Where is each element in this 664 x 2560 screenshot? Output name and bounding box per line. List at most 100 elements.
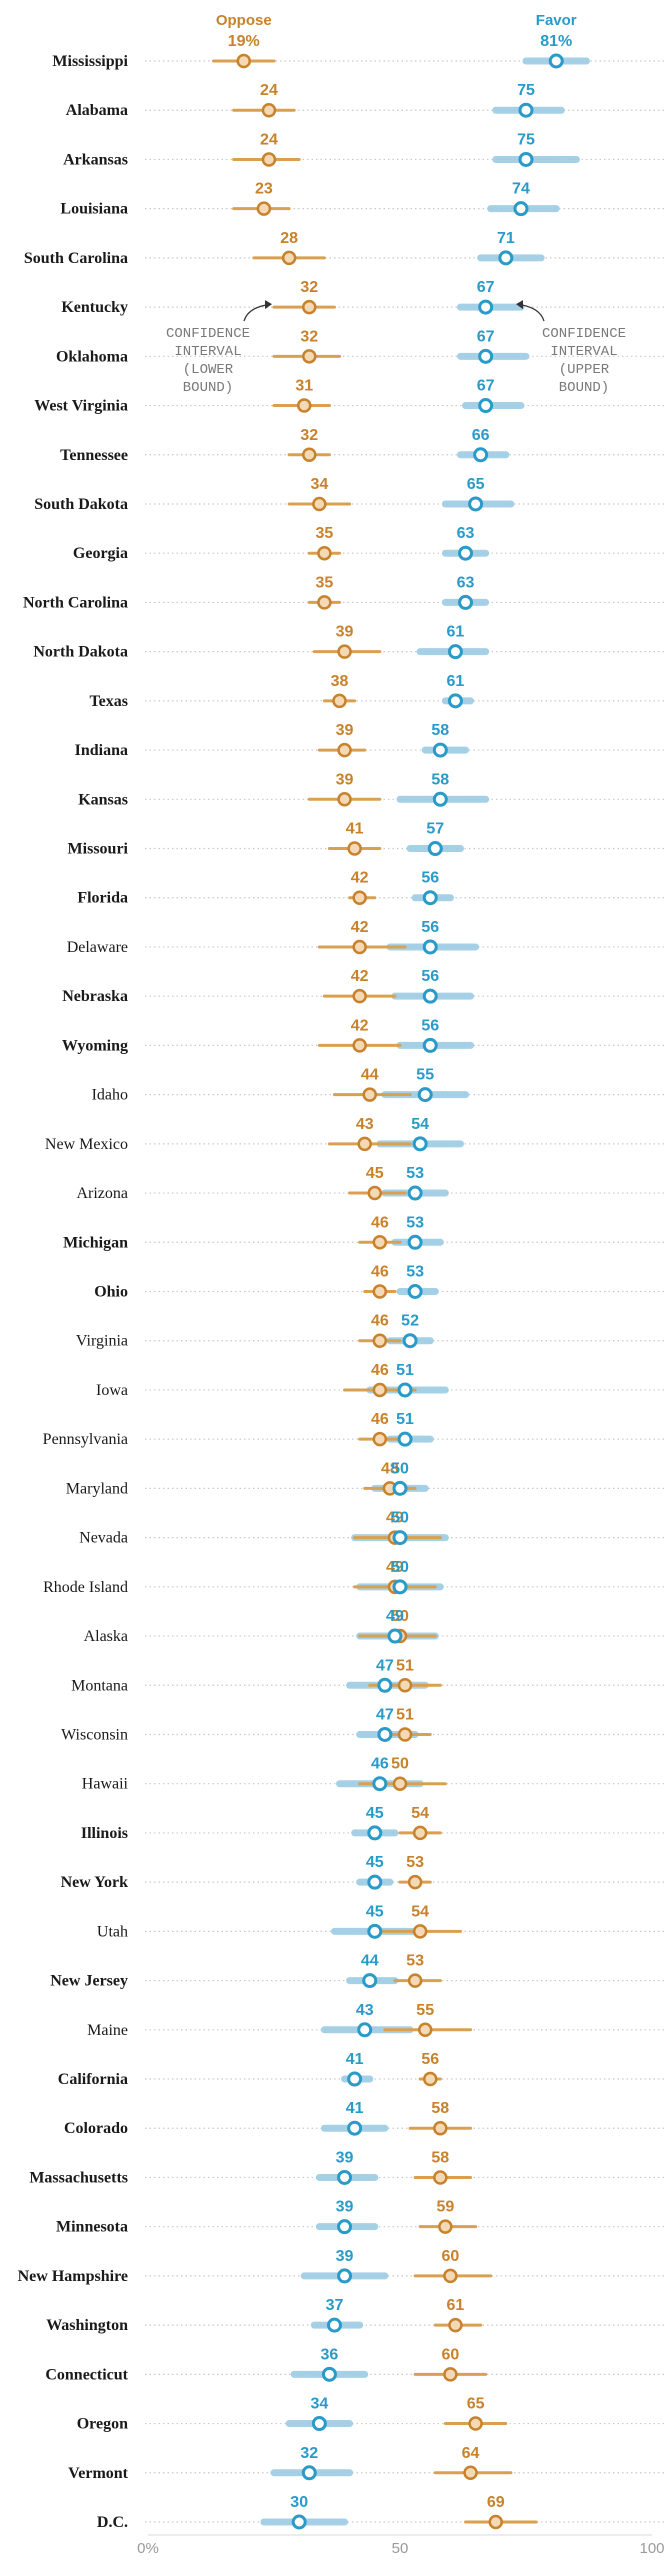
oppose-point-california bbox=[422, 2071, 438, 2087]
favor-point-idaho bbox=[417, 1087, 433, 1103]
favor-point-kentucky bbox=[478, 299, 494, 315]
favor-point-vermont bbox=[301, 2465, 317, 2481]
favor-value-vermont: 32 bbox=[300, 2445, 318, 2462]
favor-value-d-c: 30 bbox=[290, 2494, 308, 2511]
favor-point-utah bbox=[367, 1923, 383, 1939]
oppose-value-kansas: 39 bbox=[336, 771, 354, 788]
favor-value-iowa: 51 bbox=[396, 1362, 414, 1379]
ci-annotation-upper: BOUND) bbox=[559, 380, 609, 396]
state-label-georgia: Georgia bbox=[73, 545, 128, 562]
favor-value-north-dakota: 61 bbox=[447, 624, 465, 641]
favor-value-connecticut: 36 bbox=[321, 2346, 339, 2363]
favor-value-nebraska: 56 bbox=[421, 968, 439, 985]
favor-value-maryland: 50 bbox=[391, 1460, 409, 1477]
favor-value-new-york: 45 bbox=[366, 1854, 384, 1871]
oppose-value-indiana: 39 bbox=[336, 722, 354, 739]
state-label-hawaii: Hawaii bbox=[82, 1776, 129, 1793]
favor-point-colorado bbox=[347, 2120, 363, 2136]
state-label-west-virginia: West Virginia bbox=[34, 398, 128, 415]
oppose-value-mississippi: 19% bbox=[228, 33, 260, 50]
favor-value-illinois: 45 bbox=[366, 1805, 384, 1822]
oppose-value-d-c: 69 bbox=[487, 2494, 505, 2511]
oppose-point-washington bbox=[448, 2317, 463, 2333]
oppose-value-washington: 61 bbox=[447, 2297, 465, 2314]
state-label-colorado: Colorado bbox=[64, 2120, 128, 2137]
favor-value-missouri: 57 bbox=[426, 821, 444, 838]
favor-value-arizona: 53 bbox=[406, 1165, 424, 1182]
favor-point-indiana bbox=[432, 742, 448, 758]
oppose-point-maine bbox=[417, 2022, 433, 2038]
oppose-point-massachusetts bbox=[433, 2170, 448, 2185]
favor-point-north-dakota bbox=[447, 644, 463, 660]
state-label-florida: Florida bbox=[77, 890, 128, 907]
favor-value-alabama: 75 bbox=[517, 82, 535, 99]
favor-value-georgia: 63 bbox=[457, 525, 475, 542]
series-header-oppose: Oppose bbox=[216, 12, 272, 29]
favor-point-pennsylvania bbox=[397, 1431, 413, 1447]
oppose-value-florida: 42 bbox=[351, 870, 369, 887]
favor-point-oregon bbox=[311, 2416, 327, 2432]
state-label-iowa: Iowa bbox=[96, 1382, 128, 1399]
favor-value-wisconsin: 47 bbox=[376, 1706, 394, 1723]
oppose-point-mississippi bbox=[236, 53, 252, 69]
favor-point-rhode-island bbox=[392, 1579, 408, 1595]
favor-point-massachusetts bbox=[337, 2169, 353, 2185]
favor-point-california bbox=[347, 2071, 363, 2087]
ci-annotation-lower: (LOWER bbox=[183, 362, 234, 378]
oppose-value-new-york: 53 bbox=[406, 1854, 424, 1871]
oppose-value-pennsylvania: 46 bbox=[371, 1411, 389, 1428]
ci-annotation-upper: (UPPER bbox=[559, 362, 610, 378]
oppose-value-arkansas: 24 bbox=[260, 131, 278, 148]
state-label-south-dakota: South Dakota bbox=[34, 496, 128, 513]
oppose-point-delaware bbox=[352, 939, 367, 955]
oppose-value-louisiana: 23 bbox=[255, 181, 273, 198]
state-label-kentucky: Kentucky bbox=[61, 299, 128, 316]
favor-value-virginia: 52 bbox=[401, 1313, 419, 1330]
favor-point-washington bbox=[326, 2317, 342, 2333]
state-label-utah: Utah bbox=[97, 1923, 128, 1940]
state-label-maryland: Maryland bbox=[66, 1480, 128, 1497]
favor-value-hawaii: 46 bbox=[371, 1756, 389, 1773]
state-label-nebraska: Nebraska bbox=[62, 988, 128, 1005]
oppose-value-arizona: 45 bbox=[366, 1165, 384, 1182]
favor-value-louisiana: 74 bbox=[512, 181, 530, 198]
favor-point-texas bbox=[447, 693, 463, 709]
oppose-point-kansas bbox=[337, 792, 352, 807]
favor-point-oklahoma bbox=[478, 348, 494, 364]
state-label-new-mexico: New Mexico bbox=[45, 1136, 128, 1153]
ci-arrowhead-upper bbox=[516, 300, 523, 310]
favor-value-massachusetts: 39 bbox=[336, 2149, 354, 2166]
favor-point-tennessee bbox=[473, 447, 489, 463]
oppose-point-florida bbox=[352, 890, 367, 905]
oppose-point-south-dakota bbox=[312, 496, 327, 512]
oppose-value-maine: 55 bbox=[416, 2002, 434, 2019]
oppose-value-connecticut: 60 bbox=[442, 2346, 460, 2363]
favor-point-hawaii bbox=[372, 1776, 388, 1792]
oppose-value-texas: 38 bbox=[331, 673, 349, 690]
favor-value-idaho: 55 bbox=[416, 1067, 434, 1084]
oppose-value-alabama: 24 bbox=[260, 82, 278, 99]
oppose-value-vermont: 64 bbox=[462, 2445, 480, 2462]
oppose-value-south-dakota: 34 bbox=[310, 476, 328, 493]
state-label-delaware: Delaware bbox=[67, 939, 128, 956]
favor-value-colorado: 41 bbox=[346, 2100, 364, 2117]
favor-point-arkansas bbox=[518, 151, 534, 167]
favor-value-north-carolina: 63 bbox=[457, 574, 475, 591]
ci-annotation-lower: BOUND) bbox=[183, 380, 233, 396]
favor-value-oklahoma: 67 bbox=[477, 328, 495, 345]
favor-value-california: 41 bbox=[346, 2051, 364, 2068]
state-label-indiana: Indiana bbox=[75, 742, 128, 759]
favor-value-kentucky: 67 bbox=[477, 279, 495, 296]
state-label-nevada: Nevada bbox=[79, 1530, 128, 1547]
oppose-point-new-york bbox=[407, 1874, 423, 1890]
favor-point-new-mexico bbox=[412, 1136, 428, 1152]
oppose-point-west-virginia bbox=[296, 398, 312, 413]
oppose-value-nevada: 49 bbox=[386, 1510, 404, 1527]
ci-annotation-lower: INTERVAL bbox=[174, 344, 241, 360]
oppose-point-illinois bbox=[412, 1825, 428, 1841]
state-label-oregon: Oregon bbox=[77, 2416, 128, 2433]
state-label-rhode-island: Rhode Island bbox=[43, 1579, 128, 1596]
favor-point-alaska bbox=[387, 1628, 403, 1644]
favor-value-indiana: 58 bbox=[431, 722, 449, 739]
